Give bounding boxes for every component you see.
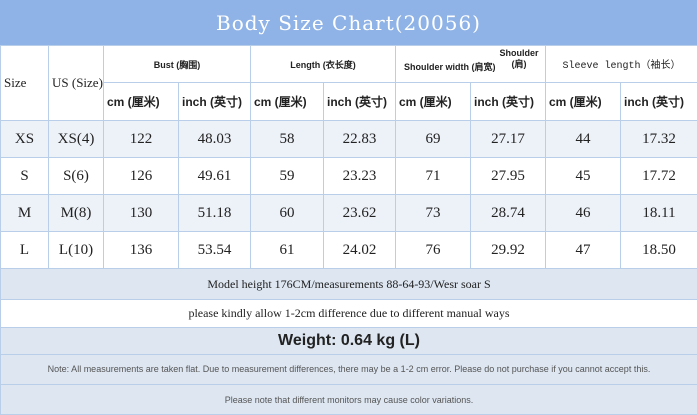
cell: 46 bbox=[546, 195, 621, 232]
note-row: Note: All measurements are taken flat. D… bbox=[1, 355, 697, 385]
header-shoulder: Shoulder width (肩宽)Shoulder (肩) bbox=[396, 46, 546, 83]
note-row: Please note that different monitors may … bbox=[1, 385, 697, 415]
note: Model height 176CM/measurements 88-64-93… bbox=[1, 269, 697, 300]
header-bust: Bust (胸围) bbox=[104, 46, 251, 83]
cell: 122 bbox=[104, 121, 179, 158]
cell: L bbox=[1, 232, 49, 269]
header-sleeve: Sleeve length（袖长） bbox=[546, 46, 697, 83]
unit-header: inch (英寸) bbox=[621, 83, 697, 121]
cell: 130 bbox=[104, 195, 179, 232]
unit-header: cm (厘米) bbox=[396, 83, 471, 121]
header-shoulder-width: Shoulder width (肩宽) bbox=[404, 60, 496, 73]
cell: 136 bbox=[104, 232, 179, 269]
cell: 47 bbox=[546, 232, 621, 269]
unit-header: cm (厘米) bbox=[251, 83, 324, 121]
cell: 28.74 bbox=[471, 195, 546, 232]
cell: L(10) bbox=[49, 232, 104, 269]
cell: 27.17 bbox=[471, 121, 546, 158]
note: please kindly allow 1-2cm difference due… bbox=[1, 300, 697, 328]
cell: 60 bbox=[251, 195, 324, 232]
note-row: Weight: 0.64 kg (L) bbox=[1, 328, 697, 355]
cell: 73 bbox=[396, 195, 471, 232]
cell: 24.02 bbox=[324, 232, 396, 269]
note-row: Model height 176CM/measurements 88-64-93… bbox=[1, 269, 697, 300]
cell: 45 bbox=[546, 158, 621, 195]
unit-header: cm (厘米) bbox=[546, 83, 621, 121]
cell: 126 bbox=[104, 158, 179, 195]
unit-header: cm (厘米) bbox=[104, 83, 179, 121]
unit-header: inch (英寸) bbox=[324, 83, 396, 121]
cell: 59 bbox=[251, 158, 324, 195]
cell: 23.23 bbox=[324, 158, 396, 195]
cell: XS bbox=[1, 121, 49, 158]
cell: 48.03 bbox=[179, 121, 251, 158]
cell: 61 bbox=[251, 232, 324, 269]
note-row: please kindly allow 1-2cm difference due… bbox=[1, 300, 697, 328]
cell: 29.92 bbox=[471, 232, 546, 269]
cell: 76 bbox=[396, 232, 471, 269]
cell: S(6) bbox=[49, 158, 104, 195]
cell: 69 bbox=[396, 121, 471, 158]
cell: 53.54 bbox=[179, 232, 251, 269]
cell: 27.95 bbox=[471, 158, 546, 195]
note: Weight: 0.64 kg (L) bbox=[1, 328, 697, 355]
cell: 71 bbox=[396, 158, 471, 195]
size-table: Size US (Size) Bust (胸围) Length (衣长度) Sh… bbox=[0, 45, 697, 415]
note: Note: All measurements are taken flat. D… bbox=[1, 355, 697, 385]
header-length: Length (衣长度) bbox=[251, 46, 396, 83]
cell: 44 bbox=[546, 121, 621, 158]
header-us: US (Size) bbox=[49, 46, 104, 121]
cell: 23.62 bbox=[324, 195, 396, 232]
cell: 18.50 bbox=[621, 232, 697, 269]
header-shoulder-note: Shoulder (肩) bbox=[497, 48, 541, 70]
cell: 17.72 bbox=[621, 158, 697, 195]
cell: S bbox=[1, 158, 49, 195]
cell: M bbox=[1, 195, 49, 232]
cell: 17.32 bbox=[621, 121, 697, 158]
note: Please note that different monitors may … bbox=[1, 385, 697, 415]
cell: 18.11 bbox=[621, 195, 697, 232]
cell: 51.18 bbox=[179, 195, 251, 232]
cell: 22.83 bbox=[324, 121, 396, 158]
cell: 49.61 bbox=[179, 158, 251, 195]
cell: 58 bbox=[251, 121, 324, 158]
cell: M(8) bbox=[49, 195, 104, 232]
header-size: Size bbox=[1, 46, 49, 121]
title: Body Size Chart(20056) bbox=[0, 0, 697, 45]
unit-header: inch (英寸) bbox=[179, 83, 251, 121]
cell: XS(4) bbox=[49, 121, 104, 158]
unit-header: inch (英寸) bbox=[471, 83, 546, 121]
